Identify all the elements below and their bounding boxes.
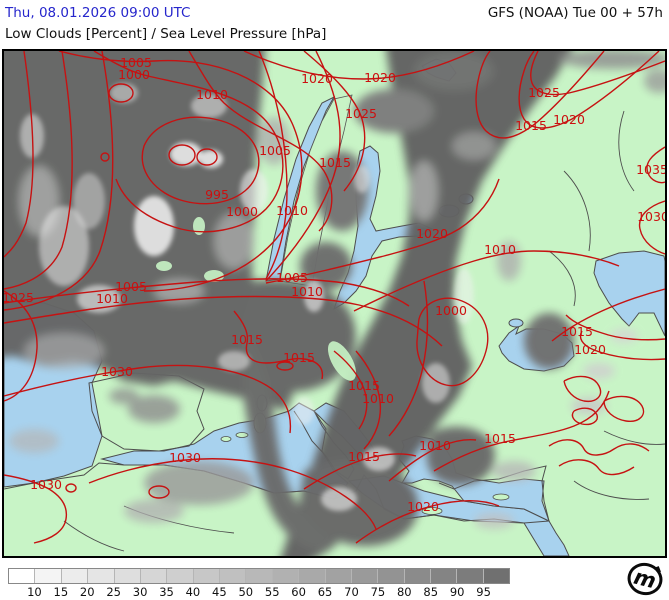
legend-segment bbox=[457, 569, 484, 583]
legend-segment bbox=[35, 569, 62, 583]
isobar-label: 1015 bbox=[348, 449, 380, 464]
isobar-label: 1025 bbox=[528, 85, 560, 100]
isobar-label: 1015 bbox=[484, 431, 516, 446]
legend-tick-label: 65 bbox=[317, 585, 333, 599]
legend-segment bbox=[325, 569, 352, 583]
legend-tick-label: 60 bbox=[291, 585, 306, 599]
legend-color-bar bbox=[8, 568, 510, 584]
crete bbox=[421, 507, 443, 515]
logo-circle bbox=[627, 562, 663, 596]
header-row: Thu, 08.01.2026 09:00 UTC GFS (NOAA) Tue… bbox=[5, 5, 665, 23]
isobar-label: 1005 bbox=[120, 55, 152, 70]
isobar-label: 1015 bbox=[319, 155, 351, 170]
isobar-label: 1015 bbox=[231, 332, 263, 347]
valid-datetime: Thu, 08.01.2026 09:00 UTC bbox=[5, 5, 191, 21]
cyprus bbox=[492, 493, 510, 501]
legend-tick-label: 80 bbox=[396, 585, 412, 599]
isobar-label: 1030 bbox=[30, 477, 62, 492]
isobar-label: 1030 bbox=[101, 364, 133, 379]
isobar-label: 1010 bbox=[362, 391, 394, 406]
legend-tick-label: 30 bbox=[132, 585, 148, 599]
isobar-label: 1000 bbox=[118, 67, 150, 82]
clear-land-patches bbox=[156, 217, 356, 381]
isobar-label: 1020 bbox=[407, 499, 439, 514]
legend-segment bbox=[220, 569, 247, 583]
isobar-layer bbox=[4, 51, 665, 544]
site-logo: m bbox=[627, 562, 663, 596]
legend-tick-label: 25 bbox=[106, 585, 121, 599]
legend-segment bbox=[114, 569, 141, 583]
legend-tick-labels: 10 15 20 25 30 35 40 45 50 55 60 65 70 75 80 85 90 95 bbox=[8, 585, 510, 599]
isobar-label: 1020 bbox=[416, 226, 448, 241]
legend-segment bbox=[431, 569, 458, 583]
legend-segment bbox=[140, 569, 168, 583]
legend-tick-label: 85 bbox=[423, 585, 439, 599]
isobar-label: 1015 bbox=[348, 378, 380, 393]
logo-accent-mark bbox=[655, 566, 661, 573]
isobar-label: 1020 bbox=[301, 71, 333, 86]
legend-tick-label: 55 bbox=[264, 585, 280, 599]
isobar-label: 1005 bbox=[276, 270, 308, 285]
legend-tick-label: 20 bbox=[79, 585, 95, 599]
isobar-label: 1025 bbox=[4, 290, 34, 305]
legend-segment bbox=[193, 569, 220, 583]
legend-segment bbox=[351, 569, 379, 583]
parameter-title: Low Clouds [Percent] / Sea Level Pressur… bbox=[5, 26, 327, 42]
russia-border-lines bbox=[548, 110, 665, 500]
isobar-label: 1005 bbox=[259, 143, 291, 158]
isobar-label: 1030 bbox=[637, 209, 665, 224]
legend-tick-label: 50 bbox=[238, 585, 254, 599]
legend-segment bbox=[246, 569, 273, 583]
isobar-label: 1000 bbox=[435, 303, 467, 318]
legend-tick-label: 15 bbox=[53, 585, 69, 599]
isobar-label: 1020 bbox=[574, 342, 606, 357]
legend-tick-label: 75 bbox=[370, 585, 386, 599]
legend-tick-label: 90 bbox=[449, 585, 465, 599]
isobar-label: 1010 bbox=[419, 438, 451, 453]
isobar-label: 1020 bbox=[364, 70, 396, 85]
legend-segment bbox=[378, 569, 405, 583]
isobar-label: 1025 bbox=[345, 106, 377, 121]
legend-segment bbox=[61, 569, 89, 583]
model-run-info: GFS (NOAA) Tue 00 + 57h bbox=[487, 5, 663, 21]
isobar-label: 1010 bbox=[484, 242, 516, 257]
legend-segment bbox=[272, 569, 300, 583]
legend-segment bbox=[88, 569, 115, 583]
legend-tick-label: 45 bbox=[212, 585, 227, 599]
isobar-label: 1010 bbox=[196, 87, 228, 102]
cloud-layer bbox=[4, 51, 665, 556]
isobar-label: 1010 bbox=[291, 284, 323, 299]
isobar-label: 1035 bbox=[636, 162, 665, 177]
legend-tick-label: 35 bbox=[159, 585, 174, 599]
isobar-label: 1020 bbox=[553, 112, 585, 127]
legend-tick-label: 40 bbox=[185, 585, 201, 599]
cloud-percent-legend: 10 15 20 25 30 35 40 45 50 55 60 65 70 75 80 85 90 95 bbox=[8, 568, 510, 599]
sea-of-azov bbox=[508, 318, 524, 328]
legend-tick-label: 70 bbox=[344, 585, 359, 599]
legend-segment bbox=[404, 569, 431, 583]
isobar-label: 1000 bbox=[226, 204, 258, 219]
isobar-label: 1030 bbox=[169, 450, 201, 465]
legend-tick-label: 10 bbox=[27, 585, 42, 599]
isobar-label: 995 bbox=[205, 187, 229, 202]
isobar-label: 1005 bbox=[115, 279, 147, 294]
isobar-label: 1015 bbox=[561, 324, 593, 339]
legend-segment bbox=[299, 569, 326, 583]
isobar-label: 1015 bbox=[283, 350, 315, 365]
isobar-label: 1010 bbox=[96, 291, 128, 306]
caspian-sea bbox=[593, 250, 665, 337]
map-frame: 1005 1000 1010 1020 1020 1025 1025 1015 1020 1005… bbox=[2, 49, 667, 558]
isobar-label: 1015 bbox=[515, 118, 547, 133]
isobar-label: 1010 bbox=[276, 203, 308, 218]
legend-segment bbox=[9, 569, 36, 583]
legend-segment bbox=[483, 569, 510, 583]
legend-tick-label: 95 bbox=[476, 585, 491, 599]
legend-segment bbox=[167, 569, 194, 583]
